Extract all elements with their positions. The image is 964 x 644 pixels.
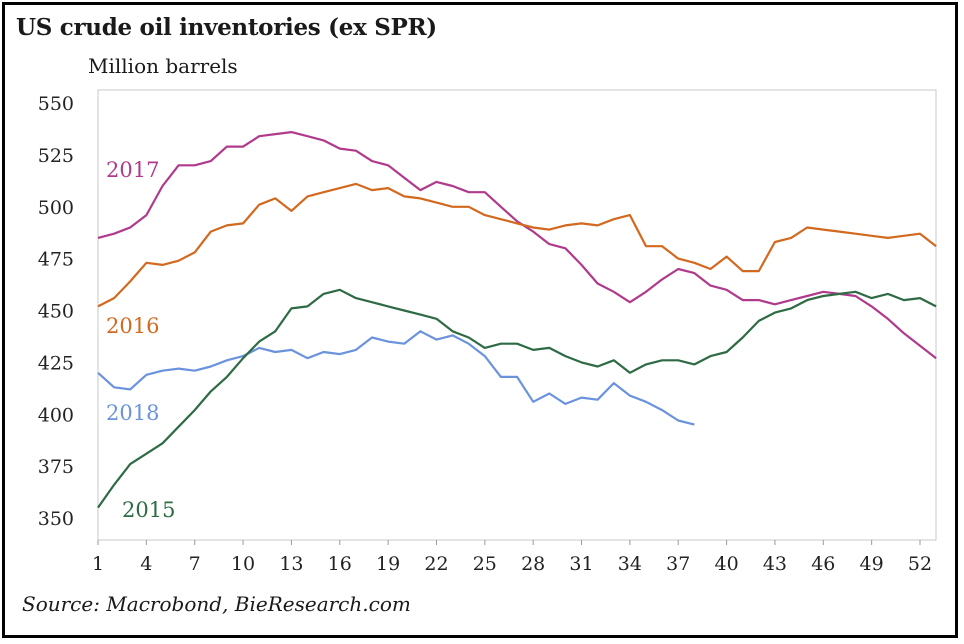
series-line-2017 [97,131,937,360]
x-tick-label: 37 [666,553,690,575]
x-tick-label: 52 [908,553,932,575]
x-tick-label: 22 [424,553,448,575]
x-tick-label: 10 [231,553,255,575]
y-tick-label: 400 [38,404,74,426]
y-tick-label: 525 [38,145,74,167]
x-tick-label: 28 [521,553,545,575]
x-tick-label: 13 [279,553,303,575]
x-tick-label: 1 [92,553,104,575]
x-tick-label: 16 [328,553,352,575]
series-label-2016: 2016 [106,314,159,338]
series-label-2017: 2017 [106,158,159,182]
x-tick-label: 4 [140,553,152,575]
series-line-2016 [97,182,937,308]
plot-area [97,89,937,541]
x-tick-label: 49 [860,553,884,575]
x-tick-label: 34 [618,553,642,575]
x-tick-label: 25 [473,553,497,575]
x-tick-label: 43 [763,553,787,575]
y-tick-label: 350 [38,508,74,530]
y-tick-label: 375 [38,456,74,478]
y-tick-label: 425 [38,352,74,374]
chart-title: US crude oil inventories (ex SPR) [16,14,437,41]
y-axis-unit-label: Million barrels [88,54,238,78]
y-tick-label: 475 [38,249,74,271]
x-tick-label: 46 [811,553,835,575]
series-label-2018: 2018 [106,401,159,425]
chart-frame [2,2,958,638]
y-tick-label: 450 [38,301,74,323]
y-tick-label: 500 [38,197,74,219]
x-tick-label: 7 [189,553,201,575]
x-tick-label: 31 [569,553,593,575]
y-tick-label: 550 [38,93,74,115]
source-note: Source: Macrobond, BieResearch.com [22,592,411,616]
x-tick-label: 40 [714,553,738,575]
series-line-2018 [97,330,695,426]
x-tick-label: 19 [376,553,400,575]
series-label-2015: 2015 [122,498,175,522]
series-line-2015 [97,288,937,509]
